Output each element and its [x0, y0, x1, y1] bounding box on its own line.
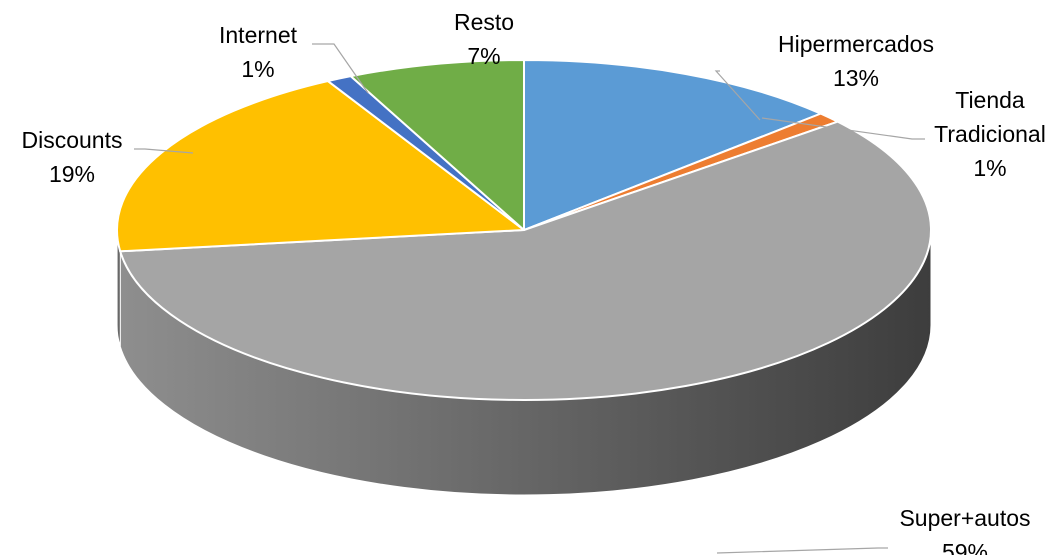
data-label-name-tienda-tradicional: Tienda: [955, 87, 1025, 113]
data-label-pct-discounts: 19%: [49, 161, 95, 187]
pie-top: [116, 59, 932, 401]
data-label-pct-hipermercados: 13%: [833, 65, 879, 91]
data-label-name-tienda-tradicional: Tradicional: [934, 121, 1046, 147]
leader-line-hipermercados: [714, 70, 761, 121]
pie-slice-super-autos: [119, 120, 932, 401]
data-label-name-resto: Resto: [454, 9, 514, 35]
data-label-pct-resto: 7%: [467, 43, 500, 69]
leader-line-tienda-tradicional: [761, 117, 925, 140]
pie-slice-discounts: [116, 80, 525, 253]
leader-line-super-autos: [716, 547, 888, 554]
data-label-pct-internet: 1%: [241, 56, 274, 82]
data-label-name-discounts: Discounts: [22, 127, 123, 153]
data-label-name-internet: Internet: [219, 22, 298, 48]
data-labels: Hipermercados 13% Tienda Tradicional 1% Super…: [22, 9, 1046, 555]
data-label-name-hipermercados: Hipermercados: [778, 31, 934, 57]
leader-line-internet: [312, 43, 369, 94]
data-label-pct-super-autos: 59%: [942, 539, 988, 555]
leader-line-discounts: [134, 148, 194, 154]
data-label-name-super-autos: Super+autos: [899, 505, 1030, 531]
pie-slice-hipermercados: [523, 59, 822, 231]
data-label-pct-tienda-tradicional: 1%: [973, 155, 1006, 181]
pie-slice-resto: [349, 59, 525, 231]
